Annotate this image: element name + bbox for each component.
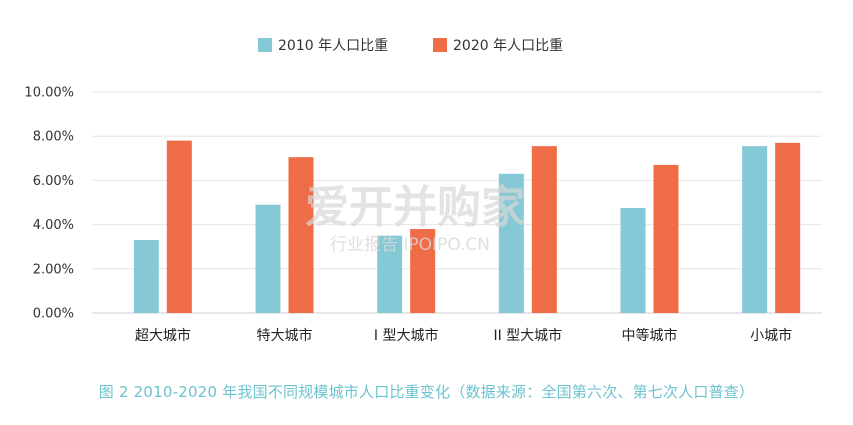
x-category-label: II 型大城市 [493,327,562,344]
legend-label: 2010 年人口比重 [278,38,388,54]
y-axis-ticks: 0.00% 2.00% 4.00% 6.00% 8.00% 10.00% [24,86,74,322]
legend-swatch [258,38,272,52]
x-category-label: 特大城市 [257,327,313,344]
bar-2020 [531,146,557,313]
figure-caption: 图 2 2010-2020 年我国不同规模城市人口比重变化（数据来源：全国第六次… [98,383,755,401]
watermark-sub: 行业报告 IPOIPO.CN [330,235,490,255]
x-category-label: 中等城市 [622,327,678,344]
legend: 2010 年人口比重 2020 年人口比重 [258,38,563,54]
bar-2020 [288,157,314,313]
watermark-main: 爱开并购家 [305,182,525,233]
bar-2010 [742,146,768,313]
watermark: 爱开并购家 行业报告 IPOIPO.CN [305,182,525,255]
y-tick-label: 6.00% [33,174,74,189]
bar-2020 [653,164,679,313]
y-tick-label: 10.00% [24,86,74,101]
bar-2010 [255,204,281,313]
bar-2010 [498,173,524,313]
y-tick-label: 2.00% [33,262,74,277]
x-category-label: I 型大城市 [374,327,439,344]
bar-2010 [377,235,403,313]
bar-2020 [775,142,801,313]
x-axis-categories: 超大城市 特大城市 I 型大城市 II 型大城市 中等城市 小城市 [135,327,792,344]
bar-2020 [166,140,192,313]
bar-2020 [410,229,436,313]
y-tick-label: 0.00% [33,307,74,322]
x-category-label: 小城市 [750,327,792,344]
bars [133,140,801,313]
grid-lines [92,91,822,314]
x-category-label: 超大城市 [135,327,191,344]
y-tick-label: 4.00% [33,218,74,233]
bar-2010 [620,208,646,313]
bar-2010 [133,240,159,313]
legend-label: 2020 年人口比重 [453,38,563,54]
y-tick-label: 8.00% [33,130,74,145]
legend-swatch [433,38,447,52]
